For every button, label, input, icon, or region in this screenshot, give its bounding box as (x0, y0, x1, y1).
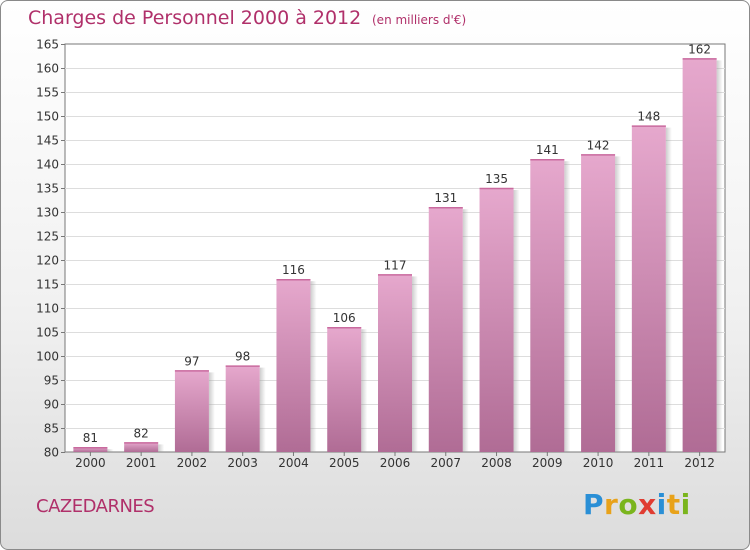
chart-title: Charges de Personnel 2000 à 2012 (28, 7, 362, 29)
x-tick-label: 2005 (329, 456, 360, 470)
bar (428, 207, 463, 452)
logo-letter: o (618, 488, 639, 521)
y-tick-label: 160 (36, 62, 59, 76)
data-label: 82 (134, 426, 149, 440)
y-tick-label: 165 (36, 38, 59, 52)
x-tick-label: 2001 (126, 456, 157, 470)
data-label: 131 (434, 191, 457, 205)
x-tick-label: 2003 (227, 456, 258, 470)
y-tick-label: 140 (36, 158, 59, 172)
bar-shadow (310, 281, 317, 452)
y-tick-label: 120 (36, 254, 59, 268)
bar (124, 442, 159, 452)
x-tick-label: 2008 (481, 456, 512, 470)
bar-shadow (259, 367, 266, 452)
x-tick-label: 2011 (634, 456, 665, 470)
logo-letter: i (656, 488, 667, 521)
bar-shadow (513, 190, 520, 452)
logo-letter: t (666, 488, 681, 521)
bar-shadow (361, 329, 368, 452)
logo-letter: x (638, 488, 657, 521)
y-tick-label: 145 (36, 134, 59, 148)
bar-shadow (716, 60, 723, 453)
data-label: 97 (184, 354, 199, 368)
x-tick-label: 2000 (75, 456, 106, 470)
logo-letter: P (583, 488, 605, 521)
bar-shadow (615, 156, 622, 452)
bar (276, 279, 311, 452)
y-tick-label: 125 (36, 230, 59, 244)
y-tick-label: 135 (36, 182, 59, 196)
data-label: 116 (282, 263, 305, 277)
bar (530, 159, 565, 452)
bar-shadow (107, 449, 114, 452)
bar (631, 125, 666, 452)
y-tick-label: 110 (36, 302, 59, 316)
x-tick-label: 2007 (430, 456, 461, 470)
y-tick-label: 100 (36, 350, 59, 364)
x-tick-label: 2006 (380, 456, 411, 470)
y-tick-label: 85 (44, 422, 59, 436)
x-tick-label: 2012 (684, 456, 715, 470)
data-label: 117 (384, 258, 407, 272)
y-tick-label: 105 (36, 326, 59, 340)
y-tick-label: 130 (36, 206, 59, 220)
y-axis: 80 85 90 95 100 105 110 115 120 125 130 135 140 145 15… (36, 38, 65, 460)
y-tick-label: 95 (44, 374, 59, 388)
chart-subtitle: (en milliers d'€) (372, 13, 467, 27)
bar (73, 447, 108, 452)
bar (225, 365, 260, 452)
data-label: 142 (587, 138, 610, 152)
y-tick-label: 90 (44, 398, 59, 412)
y-tick-label: 115 (36, 278, 59, 292)
y-tick-label: 150 (36, 110, 59, 124)
data-label: 135 (485, 172, 508, 186)
bar-shadow (158, 444, 165, 452)
x-tick-label: 2002 (177, 456, 208, 470)
x-axis: 2000 2001 2002 2003 2004 2005 2006 2007 2008 2009… (75, 452, 715, 470)
proxiti-logo: Proxiti (583, 488, 691, 521)
bar (682, 58, 717, 453)
bar-shadow (462, 209, 469, 452)
y-tick-label: 80 (44, 446, 59, 460)
bar-shadow (412, 276, 418, 452)
bar (479, 188, 514, 452)
data-label: 106 (333, 311, 356, 325)
data-label: 98 (235, 350, 250, 364)
data-label: 141 (536, 143, 559, 157)
data-label: 148 (637, 110, 660, 124)
data-label: 162 (688, 42, 711, 56)
bar (581, 154, 616, 452)
bar (327, 327, 362, 452)
y-tick-label: 155 (36, 86, 59, 100)
x-tick-label: 2010 (583, 456, 614, 470)
commune-name: CAZEDARNES (36, 496, 155, 517)
bar (378, 274, 412, 452)
bars: 81 82 97 98 116 106 117 131 135 141 142 148 162 (73, 42, 723, 453)
bar-shadow (564, 161, 571, 452)
bar-shadow (665, 127, 672, 452)
bar (174, 370, 209, 452)
logo-letter: i (680, 488, 691, 521)
data-label: 81 (83, 431, 98, 445)
logo-letter: r (604, 488, 619, 521)
x-tick-label: 2004 (278, 456, 309, 470)
x-tick-label: 2009 (532, 456, 563, 470)
bar-shadow (208, 372, 215, 452)
